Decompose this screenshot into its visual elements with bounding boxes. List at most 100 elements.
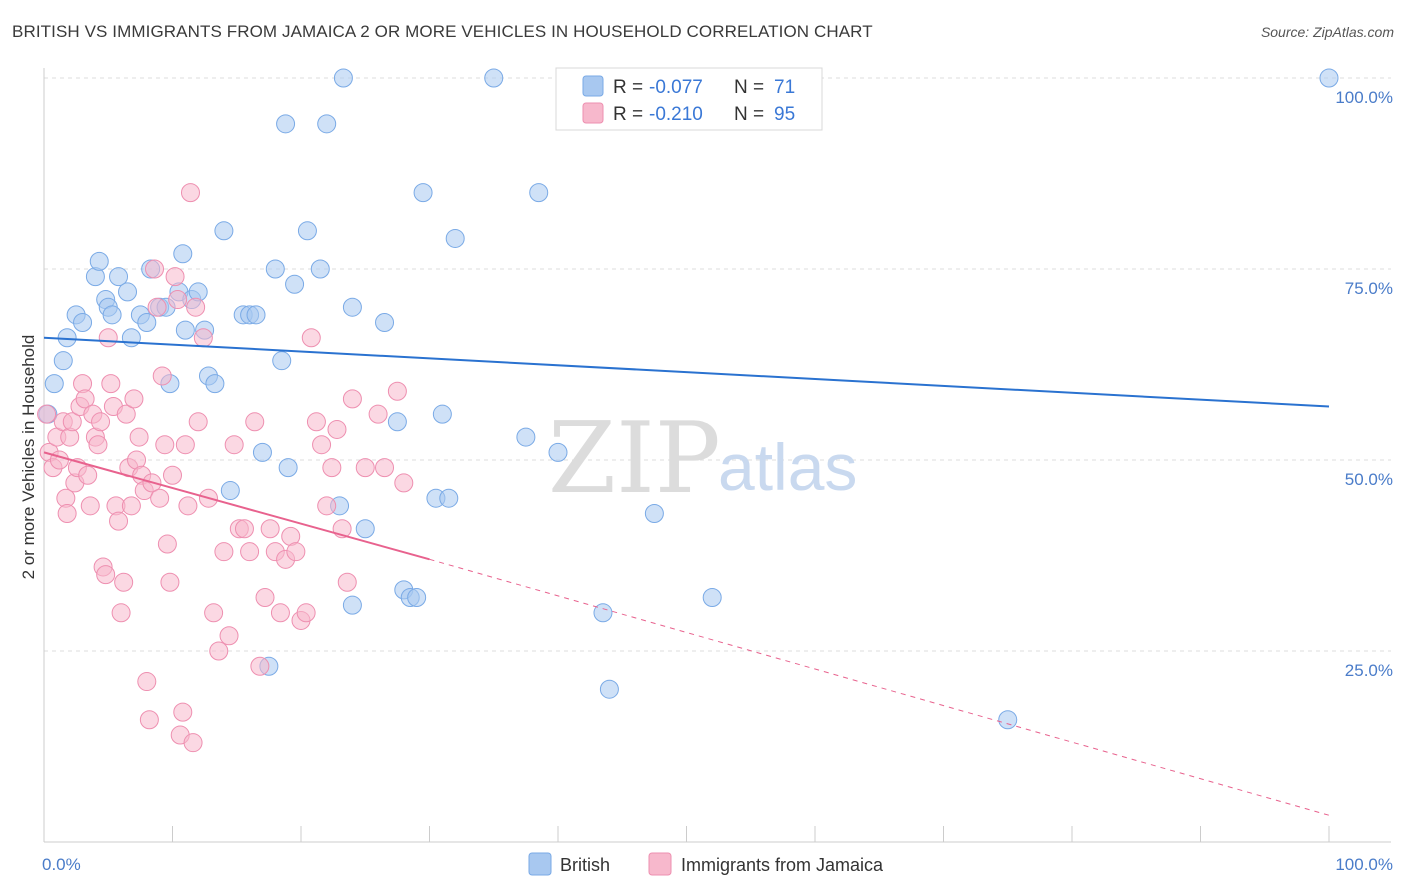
point-british [342,297,362,317]
point-jamaica [180,183,200,203]
point-british [102,305,122,325]
stats-r-label-jamaica: R = [613,104,643,125]
point-jamaica [109,511,129,531]
point-british [644,503,664,523]
point-jamaica [355,458,375,478]
trend-line-british [43,336,1330,408]
point-jamaica [312,435,332,455]
point-jamaica [245,412,265,432]
point-british [272,351,292,371]
point-british [998,710,1018,730]
point-british [439,488,459,508]
point-jamaica [327,419,347,439]
point-british [333,68,353,88]
legend-label-british: British [560,855,610,875]
point-british [342,595,362,615]
y-tick-label: 75.0% [1345,279,1393,298]
point-british [593,603,613,623]
series-legend: British Immigrants from Jamaica [528,852,884,876]
point-jamaica [175,435,195,455]
stats-legend-swatch-jamaica [582,102,604,124]
point-jamaica [342,389,362,409]
point-jamaica [306,412,326,432]
stats-n-value-british: 71 [774,77,795,98]
watermark-zip: ZIP [548,402,721,516]
point-british [387,412,407,432]
x-tick-label: 0.0% [42,855,81,874]
point-british [285,274,305,294]
point-jamaica [394,473,414,493]
point-british [276,114,296,134]
point-jamaica [368,404,388,424]
point-jamaica [147,297,167,317]
point-jamaica [137,672,157,692]
point-jamaica [111,603,131,623]
point-british [121,328,141,348]
point-jamaica [101,374,121,394]
point-jamaica [204,603,224,623]
stats-r-value-jamaica: -0.210 [649,104,703,125]
point-jamaica [114,572,134,592]
point-british [278,458,298,478]
point-jamaica [375,458,395,478]
stats-legend: R = -0.077 N = 71 R = -0.210 N = 95 [555,67,823,131]
point-jamaica [186,297,206,317]
point-jamaica [49,450,69,470]
point-british [1319,68,1339,88]
point-jamaica [317,496,337,516]
data-points [37,68,1339,753]
point-jamaica [98,328,118,348]
stats-n-label-jamaica: N = [734,104,764,125]
y-axis-title: 2 or more Vehicles in Household [19,335,38,580]
y-tick-labels: 25.0% 50.0% 75.0% 100.0% [1335,88,1393,680]
point-jamaica [214,542,234,562]
point-jamaica [301,328,321,348]
point-jamaica [139,710,159,730]
chart-title: BRITISH VS IMMIGRANTS FROM JAMAICA 2 OR … [12,22,873,41]
point-british [246,305,266,325]
point-jamaica [116,404,136,424]
y-tick-label: 100.0% [1335,88,1393,107]
y-tick-label: 50.0% [1345,470,1393,489]
point-british [44,374,64,394]
stats-n-label-british: N = [734,77,764,98]
point-jamaica [322,458,342,478]
point-british [702,588,722,608]
point-british [214,221,234,241]
point-british [297,221,317,241]
point-jamaica [240,542,260,562]
point-british [375,312,395,332]
point-jamaica [250,656,270,676]
point-british [173,244,193,264]
point-british [252,442,272,462]
point-jamaica [37,404,57,424]
stats-n-value-jamaica: 95 [774,104,795,125]
legend-swatch-jamaica [648,852,672,876]
point-jamaica [163,465,182,485]
point-jamaica [160,572,180,592]
point-british [355,519,375,539]
point-british [529,183,549,203]
point-jamaica [96,565,116,585]
point-jamaica [183,733,203,753]
point-british [310,259,330,279]
point-jamaica [121,496,141,516]
stats-r-label-british: R = [613,77,643,98]
trend-line-jamaica [43,451,430,561]
point-jamaica [91,412,111,432]
point-jamaica [193,328,213,348]
point-jamaica [209,641,229,661]
point-jamaica [168,290,188,310]
point-british [413,183,433,203]
trend-lines [43,336,1330,816]
legend-swatch-british [528,852,552,876]
point-british [137,312,157,332]
legend-label-jamaica: Immigrants from Jamaica [681,855,884,875]
point-jamaica [387,381,407,401]
x-tick-label: 100.0% [1335,855,1393,874]
point-british [317,114,337,134]
point-british [407,588,427,608]
point-jamaica [178,496,198,516]
point-jamaica [173,702,193,722]
